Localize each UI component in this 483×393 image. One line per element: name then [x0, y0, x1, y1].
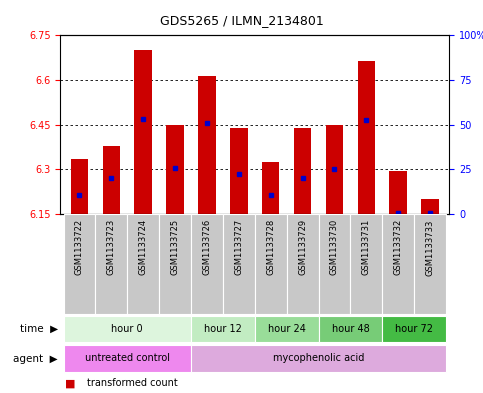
Bar — [96, 214, 128, 314]
Text: GSM1133727: GSM1133727 — [234, 219, 243, 275]
Text: time  ▶: time ▶ — [20, 324, 58, 334]
Text: GDS5265 / ILMN_2134801: GDS5265 / ILMN_2134801 — [159, 14, 324, 27]
Text: agent  ▶: agent ▶ — [14, 354, 58, 364]
Bar — [198, 75, 216, 214]
Bar — [102, 146, 120, 214]
Text: GSM1133725: GSM1133725 — [170, 219, 180, 275]
Text: GSM1133729: GSM1133729 — [298, 219, 307, 275]
Bar — [255, 214, 286, 314]
Bar — [230, 128, 248, 214]
Bar — [159, 214, 191, 314]
Bar — [71, 159, 88, 214]
Text: mycophenolic acid: mycophenolic acid — [273, 353, 364, 363]
Text: GSM1133723: GSM1133723 — [107, 219, 116, 275]
Bar — [318, 214, 350, 314]
Bar — [350, 214, 382, 314]
Text: hour 24: hour 24 — [268, 323, 306, 334]
Text: hour 48: hour 48 — [331, 323, 369, 334]
Bar — [191, 316, 255, 342]
Bar — [357, 61, 375, 214]
Text: untreated control: untreated control — [85, 353, 170, 363]
Bar — [318, 316, 382, 342]
Bar — [382, 214, 414, 314]
Text: GSM1133722: GSM1133722 — [75, 219, 84, 275]
Bar — [294, 128, 312, 214]
Text: GSM1133731: GSM1133731 — [362, 219, 371, 275]
Text: hour 0: hour 0 — [112, 323, 143, 334]
Text: transformed count: transformed count — [87, 378, 178, 388]
Bar — [64, 316, 191, 342]
Text: GSM1133724: GSM1133724 — [139, 219, 148, 275]
Bar — [134, 50, 152, 214]
Bar — [414, 214, 446, 314]
Bar — [128, 214, 159, 314]
Bar — [191, 214, 223, 314]
Bar — [64, 345, 191, 372]
Text: GSM1133730: GSM1133730 — [330, 219, 339, 275]
Bar — [326, 125, 343, 214]
Bar — [191, 345, 446, 372]
Text: ■: ■ — [65, 378, 76, 388]
Bar — [64, 214, 96, 314]
Text: hour 12: hour 12 — [204, 323, 242, 334]
Bar — [255, 316, 318, 342]
Bar — [262, 162, 280, 214]
Text: GSM1133728: GSM1133728 — [266, 219, 275, 275]
Text: GSM1133732: GSM1133732 — [394, 219, 403, 275]
Text: GSM1133726: GSM1133726 — [202, 219, 212, 275]
Bar — [389, 171, 407, 214]
Bar — [223, 214, 255, 314]
Bar — [166, 125, 184, 214]
Bar — [382, 316, 446, 342]
Bar — [421, 199, 439, 214]
Text: hour 72: hour 72 — [395, 323, 433, 334]
Bar — [286, 214, 318, 314]
Text: GSM1133733: GSM1133733 — [426, 219, 435, 275]
